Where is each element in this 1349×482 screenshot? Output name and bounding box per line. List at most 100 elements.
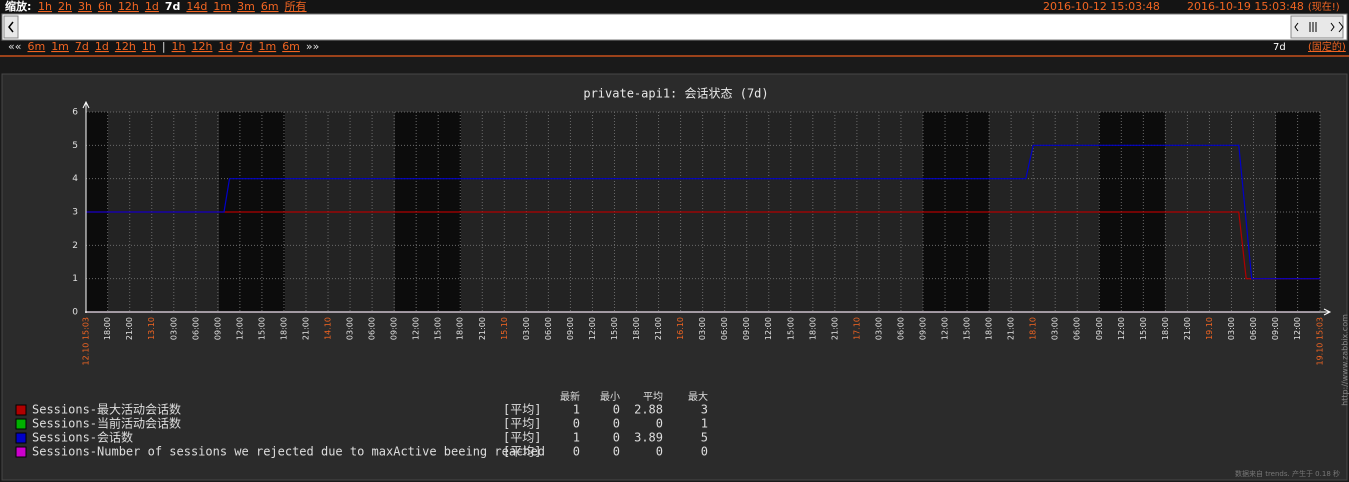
period-mode[interactable]: (固定的) <box>1308 40 1346 53</box>
legend-swatch <box>15 418 27 430</box>
x-tick-label: 18:00 <box>279 317 288 340</box>
x-tick-label: 18:00 <box>1161 317 1170 340</box>
x-tick-label: 06:00 <box>1249 317 1258 340</box>
legend-swatch <box>15 404 27 416</box>
legend-stat: 0 <box>613 417 620 431</box>
x-tick-label: 15.10 <box>500 317 509 340</box>
legend-swatch <box>15 432 27 444</box>
zoom-option[interactable]: 7d <box>165 0 181 13</box>
x-tick-label: 06:00 <box>896 317 905 340</box>
period-length: 7d <box>1273 42 1286 53</box>
nav-forward[interactable]: 7d <box>238 40 252 53</box>
legend-stat: 5 <box>701 431 708 445</box>
watermark: http://www.zabbix.com <box>1341 314 1349 406</box>
legend-stat: 1 <box>701 417 708 431</box>
x-tick-label: 06:00 <box>368 317 377 340</box>
y-tick-label: 0 <box>72 308 78 318</box>
y-tick-label: 1 <box>72 274 78 284</box>
y-tick-label: 3 <box>72 208 78 218</box>
nav-forward[interactable]: 12h <box>192 40 213 53</box>
x-tick-label: 13.10 <box>147 317 156 340</box>
legend-stat: 0 <box>656 417 663 431</box>
nav-back[interactable]: 6m <box>27 40 45 53</box>
zoom-option[interactable]: 6h <box>98 0 112 13</box>
x-tick-label: 09:00 <box>918 317 927 340</box>
x-tick-label: 21:00 <box>1183 317 1192 340</box>
x-tick-label: 21:00 <box>478 317 487 340</box>
period-to: 2016-10-19 15:03:48 <box>1187 0 1304 13</box>
nav-back[interactable]: 7d <box>75 40 89 53</box>
scroll-left[interactable] <box>3 15 19 39</box>
x-tick-label: 06:00 <box>1073 317 1082 340</box>
x-tick-label: 15:00 <box>786 317 795 340</box>
nav-back[interactable]: 1m <box>51 40 69 53</box>
x-tick-label: 09:00 <box>1271 317 1280 340</box>
x-axis <box>85 308 1332 316</box>
legend-stat: 0 <box>573 445 580 459</box>
thumb-icon <box>1294 21 1344 33</box>
legend-stat: 0 <box>656 445 663 459</box>
legend-stat: 0 <box>701 445 708 459</box>
legend-function: [平均] <box>503 403 541 417</box>
legend-stat: 1 <box>573 403 580 417</box>
x-tick-label: 06:00 <box>544 317 553 340</box>
legend-stat: 2.88 <box>634 403 663 417</box>
nav-forward[interactable]: 1d <box>219 40 233 53</box>
legend-name: Sessions-最大活动会话数 <box>32 402 181 417</box>
legend-stat: 0 <box>613 403 620 417</box>
x-tick-label: 15:00 <box>1139 317 1148 340</box>
legend-function: [平均] <box>503 417 541 431</box>
zoom-option[interactable]: 14d <box>186 0 207 13</box>
zoom-option[interactable]: 1h <box>38 0 52 13</box>
nav-back[interactable]: 12h <box>115 40 136 53</box>
x-tick-label: 12:00 <box>235 317 244 340</box>
y-tick-label: 6 <box>72 108 78 118</box>
x-tick-label: 18:00 <box>103 317 112 340</box>
x-tick-label: 21:00 <box>301 317 310 340</box>
x-tick-label: 06:00 <box>720 317 729 340</box>
nav-back[interactable]: 1h <box>142 40 156 53</box>
nav-forward[interactable]: 1m <box>258 40 276 53</box>
y-tick-label: 2 <box>72 241 78 251</box>
legend-header: 平均 <box>643 391 663 403</box>
x-tick-label: 09:00 <box>390 317 399 340</box>
zoom-option[interactable]: 2h <box>58 0 72 13</box>
chart-title: private-api1: 会话状态 (7d) <box>583 87 768 101</box>
zoom-option[interactable]: 3m <box>237 0 255 13</box>
legend-header: 最小 <box>600 391 620 403</box>
x-tick-label: 12:00 <box>1117 317 1126 340</box>
x-tick-label: 12:00 <box>1293 317 1302 340</box>
legend-name: Sessions-会话数 <box>32 430 133 445</box>
scrollbar[interactable] <box>1 13 1348 41</box>
period-from: 2016-10-12 15:03:48 <box>1043 0 1160 13</box>
x-tick-label: 03:00 <box>698 317 707 340</box>
x-tick-label: 09:00 <box>213 317 222 340</box>
zoom-option[interactable]: 12h <box>118 0 139 13</box>
legend-name: Sessions-当前活动会话数 <box>32 416 181 431</box>
nav-separator: | <box>162 40 166 53</box>
x-tick-label: 18.10 <box>1029 317 1038 340</box>
series-line <box>86 144 1320 280</box>
zoom-option[interactable]: 3h <box>78 0 92 13</box>
legend-stat: 0 <box>613 431 620 445</box>
scroll-thumb[interactable] <box>1290 15 1344 39</box>
x-tick-label: 03:00 <box>346 317 355 340</box>
footer-note: 数据来自 trends. 产生于 0.18 秒 <box>1235 469 1340 478</box>
nav-forward[interactable]: 1h <box>172 40 186 53</box>
x-tick-label: 15:00 <box>434 317 443 340</box>
x-tick-label: 12:00 <box>412 317 421 340</box>
zoom-option[interactable]: 1d <box>145 0 159 13</box>
now-link[interactable]: (现在!) <box>1308 1 1340 13</box>
legend-name: Sessions-Number of sessions we rejected … <box>32 445 545 459</box>
zoom-option[interactable]: 1m <box>213 0 231 13</box>
nav-bar <box>0 41 1349 55</box>
nav-forward[interactable]: 6m <box>282 40 300 53</box>
nav-back[interactable]: 1d <box>95 40 109 53</box>
legend-stat: 3.89 <box>634 431 663 445</box>
y-axis <box>82 100 90 313</box>
x-tick-label: 19.10 15:03 <box>1316 317 1325 366</box>
zoom-option[interactable]: 所有 <box>285 0 307 13</box>
zoom-option[interactable]: 6m <box>261 0 279 13</box>
x-tick-label: 12:00 <box>764 317 773 340</box>
zoom-bar <box>0 0 1349 14</box>
